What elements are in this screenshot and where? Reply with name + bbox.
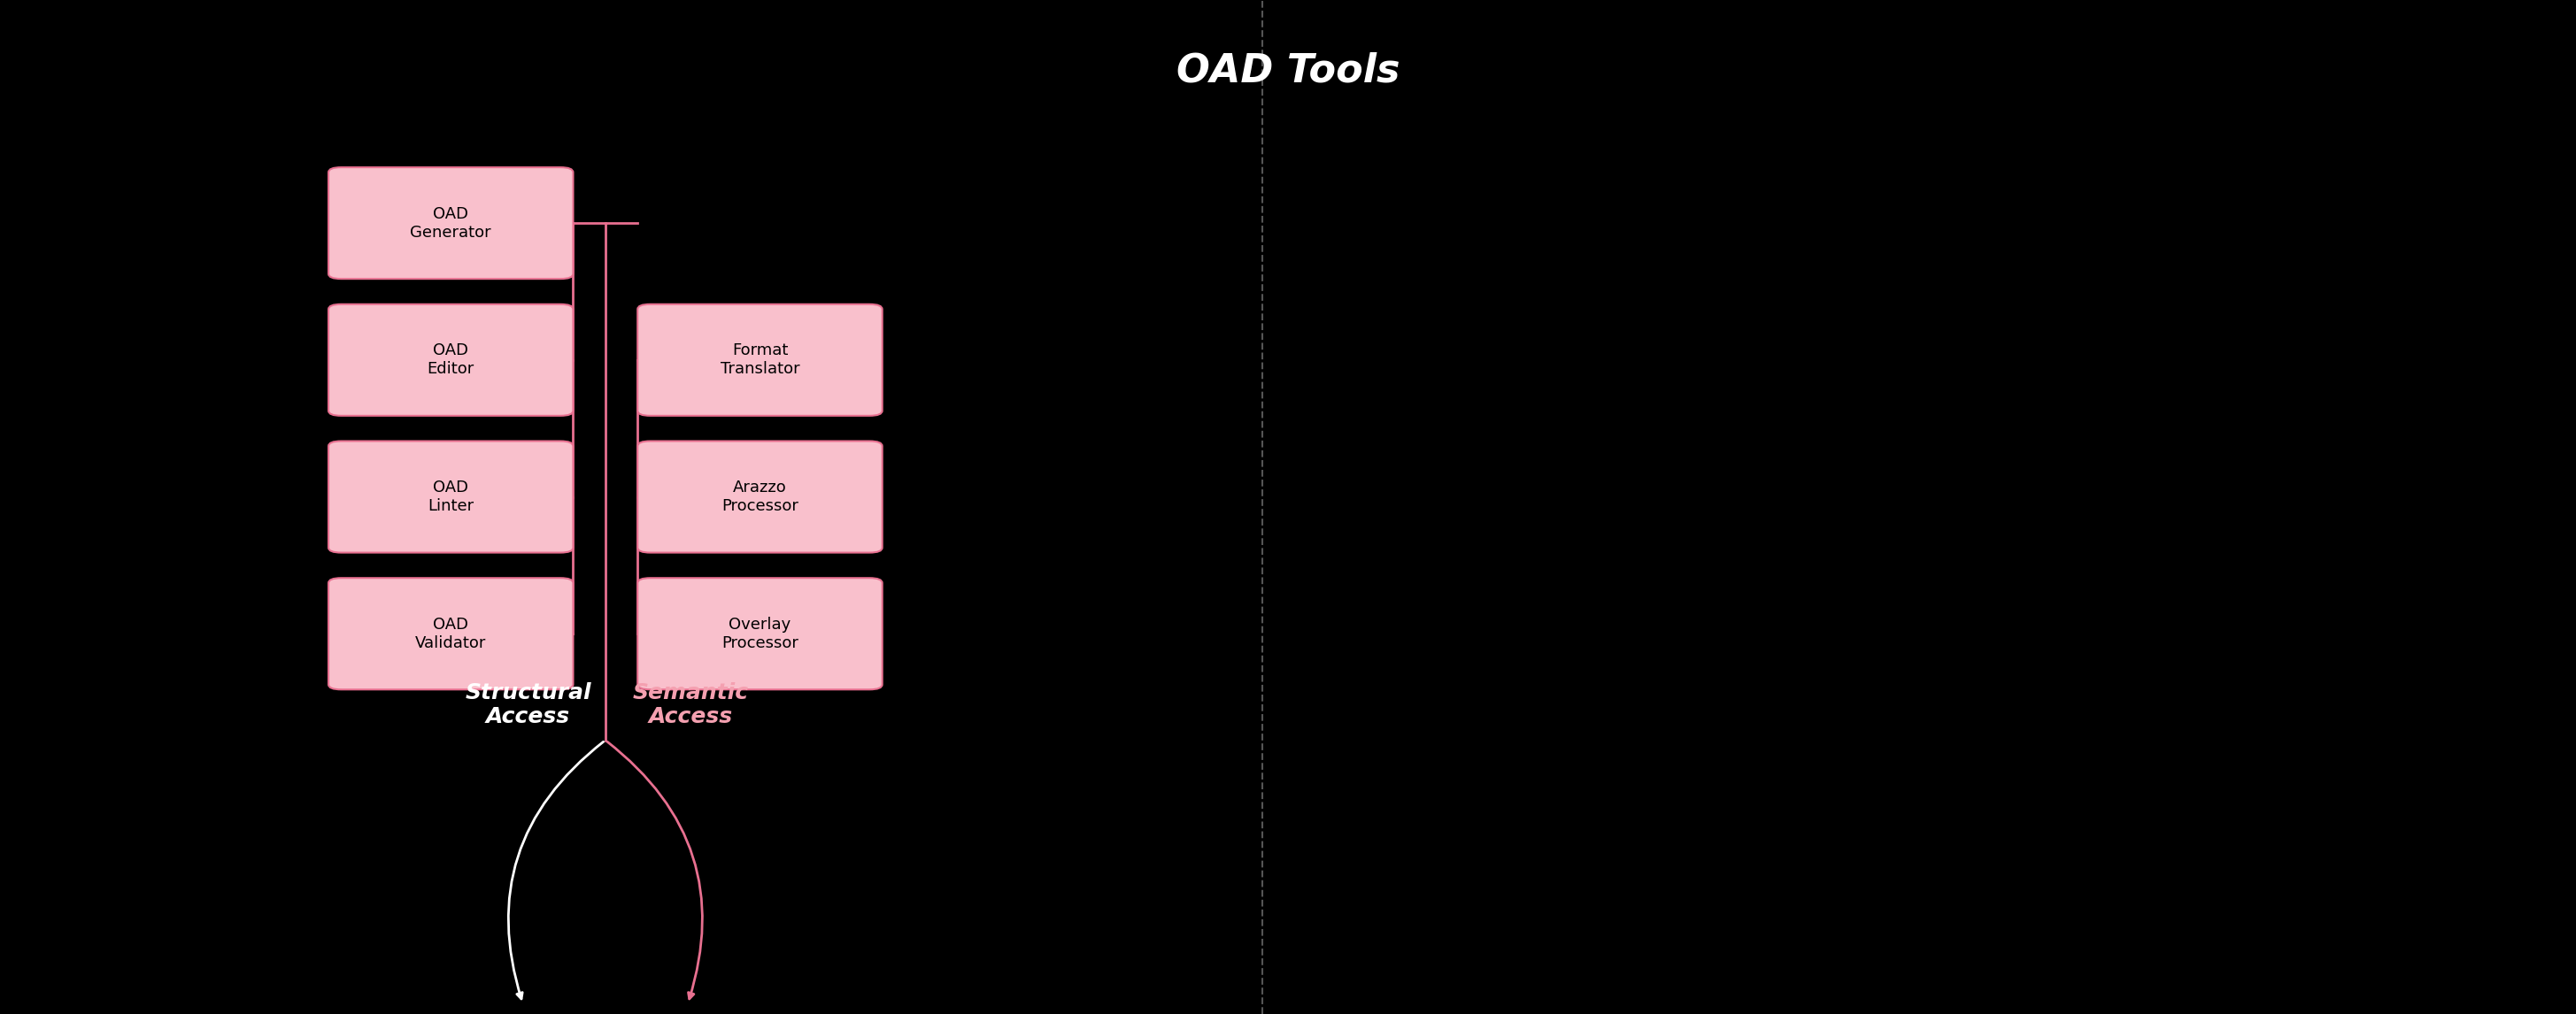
Text: OAD
Validator: OAD Validator (415, 617, 487, 651)
Text: Format
Translator: Format Translator (721, 343, 799, 377)
FancyBboxPatch shape (327, 441, 572, 553)
FancyBboxPatch shape (327, 578, 572, 690)
Text: OAD
Editor: OAD Editor (428, 343, 474, 377)
FancyBboxPatch shape (639, 441, 881, 553)
Text: OAD Tools: OAD Tools (1177, 52, 1399, 90)
Text: Structural
Access: Structural Access (464, 681, 592, 728)
FancyBboxPatch shape (327, 167, 572, 279)
Text: OAD
Linter: OAD Linter (428, 480, 474, 514)
Text: Overlay
Processor: Overlay Processor (721, 617, 799, 651)
FancyBboxPatch shape (639, 304, 881, 416)
Text: Arazzo
Processor: Arazzo Processor (721, 480, 799, 514)
Text: OAD
Generator: OAD Generator (410, 206, 492, 240)
Text: Semantic
Access: Semantic Access (631, 681, 750, 728)
FancyBboxPatch shape (639, 578, 881, 690)
FancyBboxPatch shape (327, 304, 572, 416)
